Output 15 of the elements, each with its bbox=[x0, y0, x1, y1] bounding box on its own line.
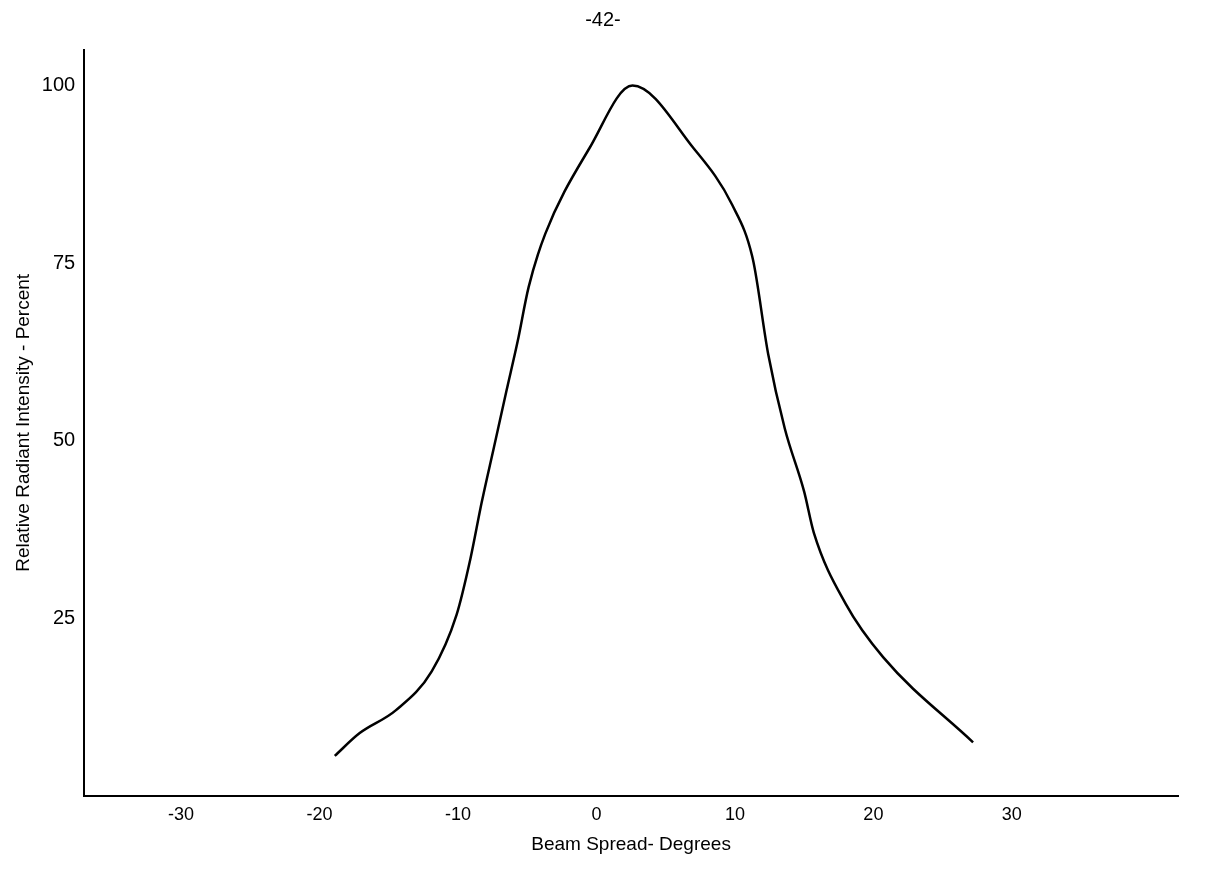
x-tick-label: 10 bbox=[724, 804, 745, 825]
x-tick-label: -10 bbox=[445, 804, 472, 825]
y-tick-label: 50 bbox=[52, 428, 76, 451]
y-tick-label: 75 bbox=[52, 250, 76, 273]
line-series bbox=[333, 84, 975, 758]
text: -42- bbox=[584, 8, 622, 30]
x-tick-label: -20 bbox=[306, 804, 333, 825]
x-tick-label: 0 bbox=[591, 804, 602, 825]
x-tick-label: -30 bbox=[168, 804, 195, 825]
y-tick-label: 25 bbox=[52, 605, 76, 628]
x-tick-label: 30 bbox=[1001, 804, 1022, 825]
x-tick-label: 20 bbox=[863, 804, 884, 825]
y-axis-title: Relative Radiant Intensity - Percent bbox=[11, 273, 33, 572]
y-tick-label: 100 bbox=[41, 73, 76, 96]
x-axis-title: Beam Spread- Degrees bbox=[531, 832, 731, 854]
